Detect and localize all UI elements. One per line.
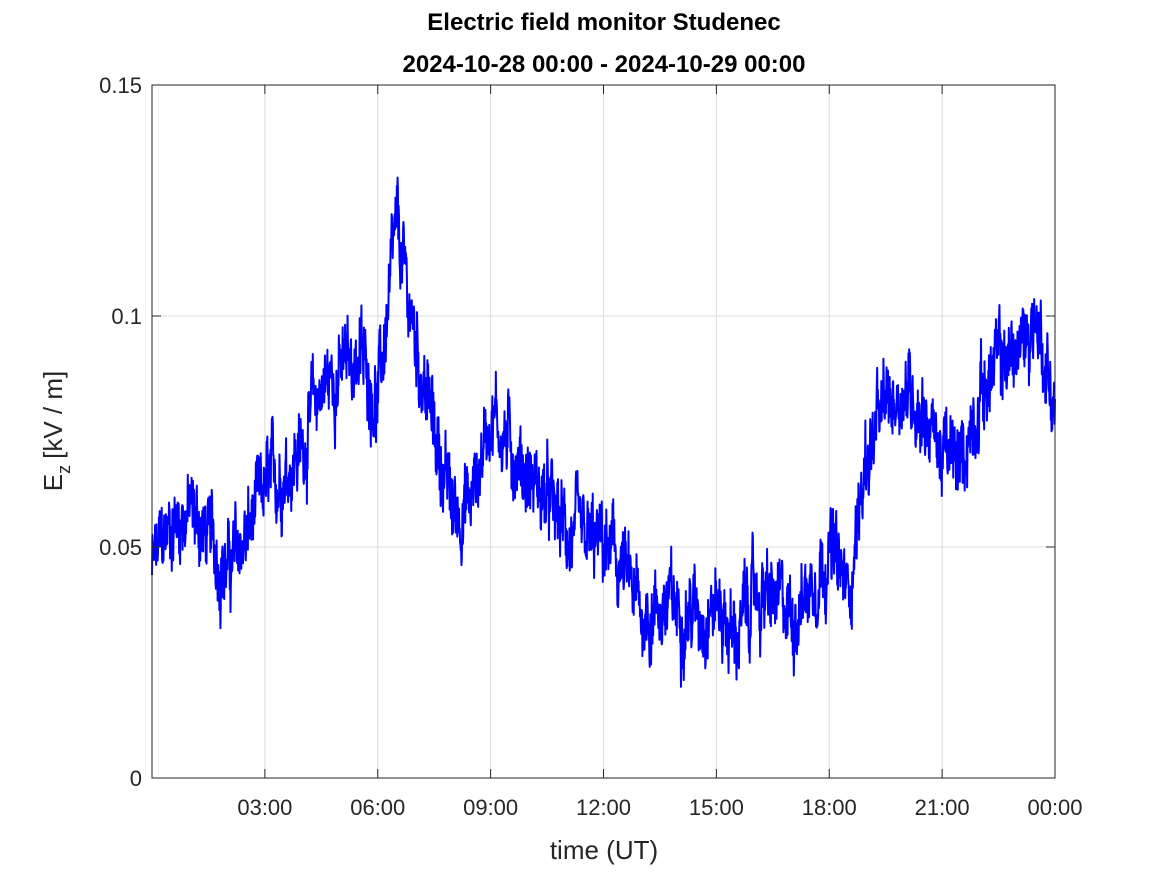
x-tick-label: 00:00 xyxy=(1027,795,1082,820)
x-tick-label: 15:00 xyxy=(689,795,744,820)
y-tick-label: 0.1 xyxy=(111,304,142,329)
y-axis-label: Ez [kV / m] xyxy=(38,371,74,491)
chart-subtitle: 2024-10-28 00:00 - 2024-10-29 00:00 xyxy=(403,51,806,78)
y-axis-label-base: E xyxy=(38,474,68,491)
grid xyxy=(152,85,1055,778)
x-tick-label: 18:00 xyxy=(802,795,857,820)
y-axis-label-subscript: z xyxy=(54,465,74,474)
x-tick-label: 21:00 xyxy=(915,795,970,820)
x-axis-label: time (UT) xyxy=(550,835,658,865)
chart-title: Electric field monitor Studenec xyxy=(427,9,780,36)
y-tick-label: 0 xyxy=(130,766,142,791)
x-tick-label: 12:00 xyxy=(576,795,631,820)
y-tick-label: 0.15 xyxy=(99,73,142,98)
y-axis-label-unit: [kV / m] xyxy=(38,371,68,459)
x-tick-label: 03:00 xyxy=(237,795,292,820)
series-line xyxy=(151,176,1056,688)
x-tick-label: 06:00 xyxy=(350,795,405,820)
y-tick-label: 0.05 xyxy=(99,535,142,560)
x-tick-label: 09:00 xyxy=(463,795,518,820)
ticks: 03:00 06:00 09:00 12:00 15:00 18:00 21:00 00:00… xyxy=(99,73,1082,820)
series-group xyxy=(151,176,1056,688)
